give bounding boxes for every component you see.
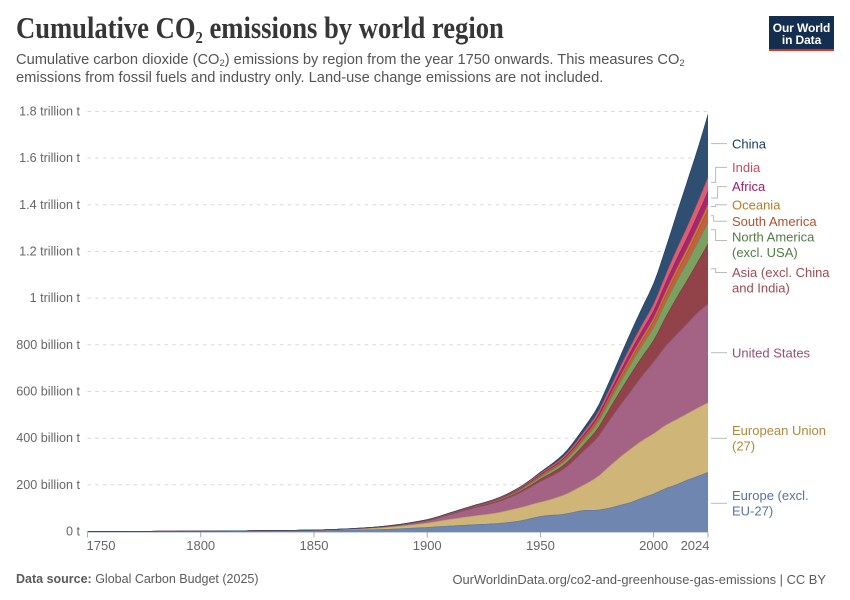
svg-text:and India): and India): [732, 281, 790, 296]
svg-text:Europe (excl.: Europe (excl.: [732, 488, 809, 503]
svg-text:1.8 trillion t: 1.8 trillion t: [19, 105, 80, 119]
svg-text:Africa: Africa: [732, 179, 766, 194]
svg-text:1.4 trillion t: 1.4 trillion t: [19, 198, 80, 212]
svg-text:Oceania: Oceania: [732, 197, 781, 212]
svg-text:China: China: [732, 137, 767, 152]
svg-text:South America: South America: [732, 214, 817, 229]
svg-text:0 t: 0 t: [66, 525, 81, 539]
svg-text:European Union: European Union: [732, 423, 826, 438]
svg-text:800 billion t: 800 billion t: [16, 338, 80, 352]
svg-text:1.2 trillion t: 1.2 trillion t: [19, 245, 80, 259]
svg-text:2024: 2024: [681, 538, 710, 553]
svg-text:India: India: [732, 160, 761, 175]
svg-text:(excl. USA): (excl. USA): [732, 245, 798, 260]
svg-text:1900: 1900: [413, 538, 442, 553]
svg-text:United States: United States: [732, 345, 811, 360]
svg-text:1850: 1850: [300, 538, 329, 553]
svg-text:Asia (excl. China: Asia (excl. China: [732, 265, 830, 280]
svg-text:1.6 trillion t: 1.6 trillion t: [19, 151, 80, 165]
svg-text:1950: 1950: [526, 538, 555, 553]
svg-text:400 billion t: 400 billion t: [16, 431, 80, 445]
svg-text:North America: North America: [732, 230, 815, 245]
svg-text:200 billion t: 200 billion t: [16, 478, 80, 492]
svg-text:1 trillion t: 1 trillion t: [30, 291, 81, 305]
svg-text:2000: 2000: [639, 538, 668, 553]
svg-text:1750: 1750: [87, 538, 116, 553]
svg-text:(27): (27): [732, 439, 755, 454]
svg-text:1800: 1800: [186, 538, 215, 553]
svg-text:EU-27): EU-27): [732, 504, 773, 519]
svg-text:600 billion t: 600 billion t: [16, 385, 80, 399]
